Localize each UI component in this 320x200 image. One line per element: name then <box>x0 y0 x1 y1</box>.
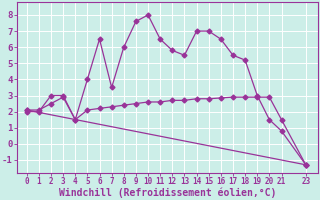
X-axis label: Windchill (Refroidissement éolien,°C): Windchill (Refroidissement éolien,°C) <box>59 187 276 198</box>
